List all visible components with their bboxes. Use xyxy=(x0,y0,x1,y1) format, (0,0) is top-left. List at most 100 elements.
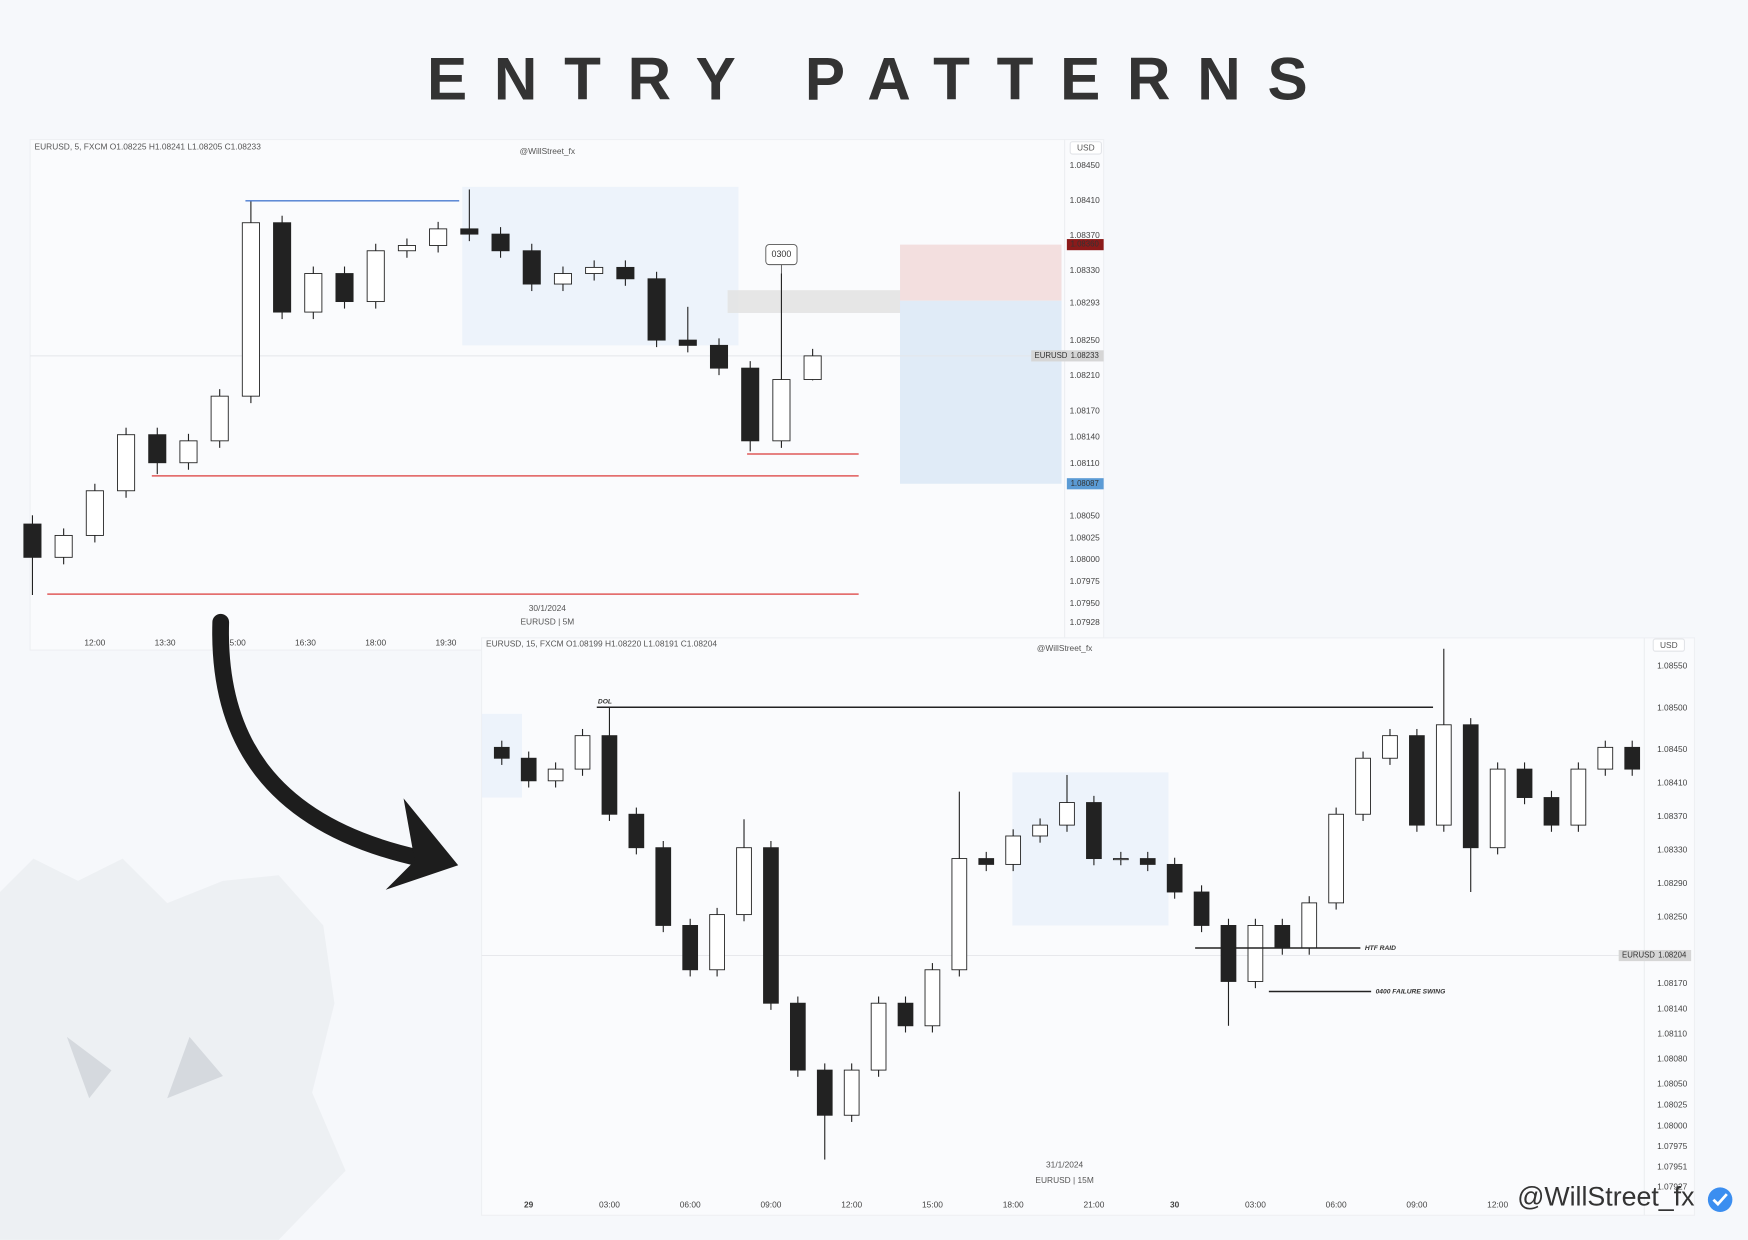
currency-box xyxy=(1069,141,1102,155)
candle-body xyxy=(897,1002,914,1027)
charts: 1.08450 1.08410 1.08370 1.08330 1.08293 1.082… xyxy=(23,138,1696,1216)
y-tick-label: 1.08450 xyxy=(1070,160,1101,170)
x-tick-label: 03:00 xyxy=(1245,1199,1266,1209)
candle-body xyxy=(1274,925,1291,949)
x-tick-label: 12:00 xyxy=(84,638,105,648)
chart-watermark: @WillStreet_fx xyxy=(1037,643,1093,653)
candle-body xyxy=(924,969,941,1027)
candle-body xyxy=(493,746,510,759)
y-tick-label: 1.08410 xyxy=(1657,778,1688,788)
price-tag-name: EURUSD xyxy=(1622,951,1655,960)
candle-body xyxy=(1193,891,1210,926)
candle-body xyxy=(553,273,572,285)
page-title: ENTRY PATTERNS xyxy=(427,46,1334,113)
zone xyxy=(900,244,1062,301)
candle-body xyxy=(870,1002,887,1071)
candle-body xyxy=(1247,925,1264,982)
candle-body xyxy=(772,379,791,442)
x-tick-label: 29 xyxy=(524,1199,534,1209)
x-tick-label: 16:30 xyxy=(295,638,316,648)
wolf-eyes xyxy=(66,1036,223,1099)
candle-body xyxy=(647,278,666,341)
candle-body xyxy=(1032,824,1048,837)
candle-body xyxy=(978,858,995,865)
candle-body xyxy=(789,1002,806,1071)
candle-body xyxy=(273,222,292,313)
verified-check xyxy=(1712,1193,1728,1207)
candle-body xyxy=(682,925,699,971)
price-tag xyxy=(1618,949,1692,962)
y-tick-label: 1.08450 xyxy=(1657,744,1688,754)
candle-body xyxy=(429,228,448,246)
candle-body xyxy=(803,355,822,380)
candle-body xyxy=(1112,858,1129,861)
y-tick-label: 1.08370 xyxy=(1657,811,1688,821)
candle-body xyxy=(1328,813,1344,904)
x-tick-label: 12:00 xyxy=(1487,1199,1508,1209)
candle-body xyxy=(1597,746,1614,770)
candle-body xyxy=(54,534,73,558)
candle-body xyxy=(1301,902,1318,949)
y-tick-label: 1.08500 xyxy=(1657,702,1688,712)
chart-symbol: EURUSD | 5M xyxy=(520,616,574,626)
price-tag-label: 1.08233 xyxy=(1071,351,1099,360)
y-tick-label: 1.08050 xyxy=(1070,510,1101,520)
x-tick-label: 18:00 xyxy=(1003,1199,1024,1209)
candle-body xyxy=(1355,757,1371,815)
candle-body xyxy=(585,266,604,274)
x-tick-label: 15:00 xyxy=(225,638,246,648)
y-tick-label: 1.08170 xyxy=(1070,405,1101,415)
x-tick-label: 09:00 xyxy=(760,1199,781,1209)
x-tick-label: 19:30 xyxy=(435,638,456,648)
y-tick-label: 1.08025 xyxy=(1657,1099,1688,1109)
candle-body xyxy=(1570,768,1587,826)
currency-label: USD xyxy=(1660,640,1678,650)
candle-body xyxy=(522,250,541,285)
y-tick-label: 1.07928 xyxy=(1070,617,1101,627)
candle-body xyxy=(148,434,167,464)
x-tick-label: 15:00 xyxy=(922,1199,943,1209)
candle-body xyxy=(491,233,510,252)
y-tick-label: 1.08140 xyxy=(1070,432,1101,442)
y-tick-label: 1.08110 xyxy=(1657,1028,1687,1038)
level-label: DOL xyxy=(598,698,612,705)
x-tick-label: 06:00 xyxy=(1326,1199,1347,1209)
chart-symbol: EURUSD | 15M xyxy=(1035,1175,1093,1185)
price-tag xyxy=(1066,239,1104,251)
candle-body xyxy=(816,1069,833,1116)
x-tick-label: 13:30 xyxy=(155,638,176,648)
candle-body xyxy=(1166,863,1183,893)
y-tick-label: 1.08000 xyxy=(1070,554,1101,564)
callout-label: 0300 xyxy=(772,249,792,259)
y-tick-label: 1.08025 xyxy=(1070,532,1101,542)
wolf-watermark xyxy=(0,858,346,1240)
candle-body xyxy=(1489,768,1506,849)
y-tick-label: 1.08250 xyxy=(1070,335,1101,345)
x-tick-label: 12:00 xyxy=(841,1199,862,1209)
y-tick-label: 1.08330 xyxy=(1657,844,1688,854)
candle-body xyxy=(678,339,697,346)
chart-header: EURUSD, 15, FXCM O1.08199 H1.08220 L1.08… xyxy=(486,639,717,649)
y-tick-label: 1.07951 xyxy=(1657,1161,1688,1171)
price-tag xyxy=(1031,350,1104,362)
chart-date: 30/1/2024 xyxy=(529,603,567,613)
chart-date: 31/1/2024 xyxy=(1046,1159,1084,1169)
zone xyxy=(462,186,739,346)
y-tick-label: 1.08210 xyxy=(1070,370,1101,380)
zone xyxy=(727,290,901,313)
candle-body xyxy=(1624,746,1641,770)
candle-body xyxy=(1462,724,1479,849)
candle-body xyxy=(210,395,229,442)
price-tag-label: 1.08204 xyxy=(1658,951,1687,960)
x-tick-label: 09:00 xyxy=(1406,1199,1427,1209)
candle-body xyxy=(1005,835,1022,865)
candle-body xyxy=(709,344,729,369)
candle-body xyxy=(763,847,779,1004)
currency-label: USD xyxy=(1077,143,1095,153)
y-tick-label: 1.08550 xyxy=(1657,660,1688,670)
x-tick-label: 30 xyxy=(1170,1199,1180,1209)
price-tag-label: 1.08087 xyxy=(1071,479,1099,488)
candle-body xyxy=(23,523,42,558)
